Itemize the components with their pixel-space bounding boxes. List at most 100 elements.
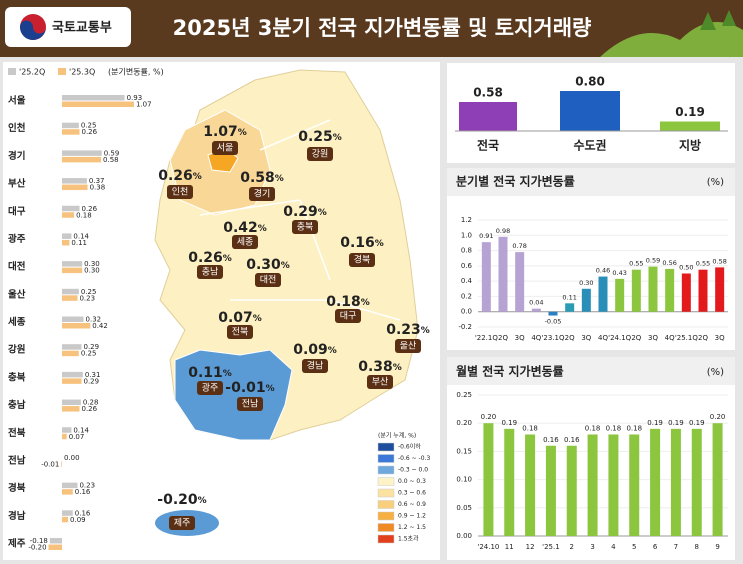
value-label: 0.00	[64, 454, 80, 462]
region-value-unit: %	[281, 261, 290, 271]
value-label: 0.09	[70, 516, 86, 524]
region-value-unit: %	[238, 128, 247, 138]
bar	[566, 445, 577, 536]
quarterly-panel	[447, 168, 735, 350]
map-legend-label: 0.0 ~ 0.3	[398, 478, 426, 485]
bar	[587, 434, 598, 536]
value-label: 0.19	[668, 419, 684, 427]
region-name: 서울	[217, 143, 234, 154]
value-label: 0.55	[696, 260, 710, 268]
bar	[560, 91, 620, 131]
region-value: 0.26%	[158, 168, 202, 184]
bar	[691, 428, 702, 536]
region-value: 0.09%	[293, 342, 337, 358]
value-label: 0.19	[647, 419, 663, 427]
category-label: 서울	[8, 95, 26, 107]
y-tick-label: 1.2	[461, 216, 472, 224]
bar	[62, 295, 78, 301]
region-tag	[232, 235, 258, 249]
bar	[48, 544, 62, 550]
region-name: 충북	[297, 222, 314, 233]
region-tag	[395, 339, 421, 353]
bar	[608, 434, 619, 536]
region-tag	[167, 185, 193, 199]
bar	[62, 323, 91, 329]
region-value-number: 0.25	[298, 129, 333, 145]
region-value-unit: %	[361, 298, 370, 308]
bar	[49, 538, 62, 544]
region-name: 대구	[340, 311, 357, 322]
region-tag	[249, 187, 275, 201]
x-tick-label: '23.1Q	[541, 334, 565, 342]
region-value-number: 0.07	[218, 310, 253, 326]
bar	[681, 273, 691, 312]
value-label: -0.18	[30, 537, 48, 545]
bar	[62, 427, 72, 433]
bar	[665, 268, 675, 312]
bar	[62, 406, 80, 412]
region-value-unit: %	[258, 224, 267, 234]
y-tick-label: 0.15	[456, 447, 472, 455]
region-name: 강원	[312, 149, 329, 160]
value-label: 0.19	[675, 105, 705, 119]
value-label: 0.19	[689, 419, 705, 427]
bar	[598, 276, 608, 312]
bar	[615, 278, 625, 312]
value-label: -0.20	[28, 544, 46, 552]
x-tick-label: 6	[653, 543, 658, 551]
region-value-number: 0.38	[358, 359, 393, 375]
region-value-number: 0.09	[293, 342, 328, 358]
value-label: 0.80	[575, 75, 605, 89]
region-value-unit: %	[223, 254, 232, 264]
bar	[62, 150, 102, 156]
y-tick-label: 0.20	[456, 419, 472, 427]
value-label: 0.16	[75, 488, 91, 496]
region-value-number: 0.23	[386, 322, 421, 338]
x-tick-label: 3Q	[515, 334, 525, 342]
region-value-number: 0.42	[223, 220, 258, 236]
bar	[62, 205, 80, 212]
value-label: 0.30	[579, 279, 593, 287]
map-legend-swatch	[377, 523, 395, 532]
value-label: 0.18	[522, 424, 538, 432]
x-tick-label: '22.1Q	[475, 334, 499, 342]
value-label: 0.25	[81, 122, 97, 130]
x-tick-label: 8	[695, 543, 699, 551]
value-label: 0.23	[79, 482, 95, 490]
value-label: 0.25	[81, 288, 97, 296]
x-tick-label: 4Q	[665, 334, 675, 342]
x-tick-label: 11	[505, 543, 514, 551]
x-tick-label: 2	[570, 543, 574, 551]
y-tick-label: 0.2	[461, 292, 472, 300]
value-label: 0.19	[501, 419, 517, 427]
region-value-number: 0.11	[188, 365, 223, 381]
region-value-number: 0.58	[240, 170, 275, 186]
region-tag	[197, 265, 223, 279]
bar	[629, 434, 640, 536]
map-legend-label: -0.6이하	[398, 443, 421, 451]
region-value-unit: %	[421, 326, 430, 336]
x-tick-label: 2Q	[698, 334, 708, 342]
legend-label: '25.3Q	[69, 68, 95, 77]
region-value: 0.30%	[246, 257, 290, 273]
x-tick-label: 7	[674, 543, 678, 551]
value-label: 0.16	[564, 436, 580, 444]
category-label: 광주	[8, 233, 26, 245]
map-legend-swatch	[377, 454, 395, 463]
category-label: 부산	[8, 178, 26, 190]
region-tag	[227, 325, 253, 339]
region-value: 1.07%	[203, 124, 247, 140]
x-tick-label: 2Q	[498, 334, 508, 342]
region-value: 0.58%	[240, 170, 284, 186]
region-name: 경북	[354, 254, 371, 266]
bar	[481, 242, 491, 312]
region-value-unit: %	[253, 314, 262, 324]
tree-icon	[700, 10, 736, 30]
y-tick-label: 0.0	[461, 308, 472, 316]
region-tag	[237, 397, 263, 411]
value-label: 0.55	[629, 260, 643, 268]
y-tick-label: 0.25	[456, 391, 472, 399]
value-label: 0.98	[496, 227, 510, 235]
region-value-unit: %	[193, 172, 202, 182]
region-value-unit: %	[275, 174, 284, 184]
